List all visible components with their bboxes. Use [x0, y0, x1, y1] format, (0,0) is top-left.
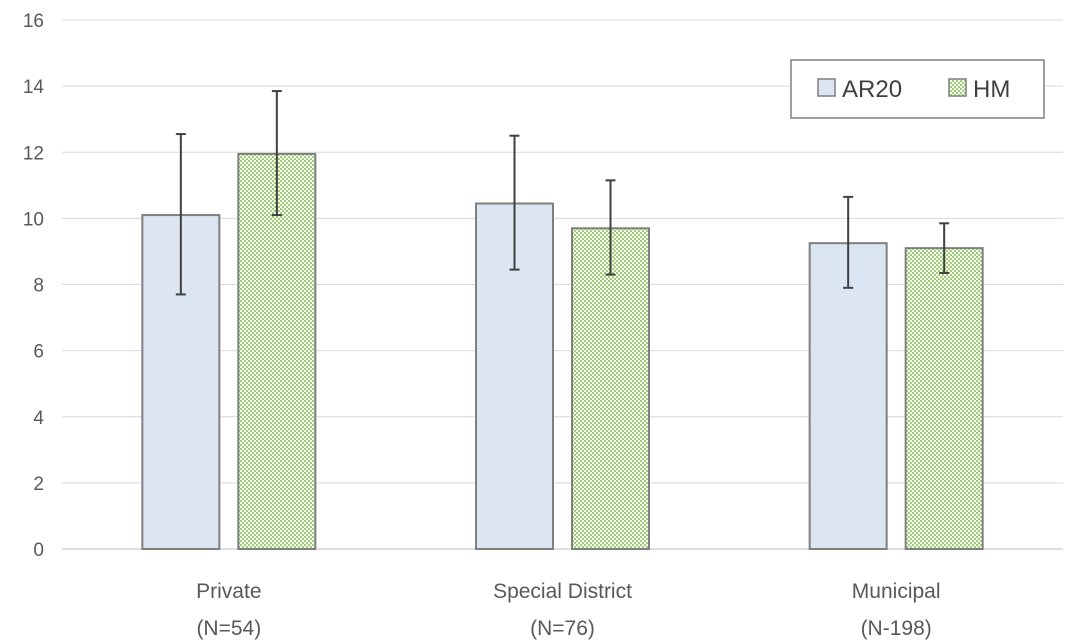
y-axis-ticks: 0 2 4 6 8 10 12 14 16 [23, 11, 45, 561]
y-tick-label: 0 [33, 540, 44, 561]
bar-hm [571, 227, 650, 550]
category-label: Special District [493, 580, 632, 603]
legend-label: AR20 [842, 76, 902, 103]
category-label: (N-198) [861, 617, 932, 640]
category-label: Municipal [852, 580, 941, 603]
legend-swatch-ar20 [817, 78, 836, 97]
bars [141, 152, 984, 550]
bar-hm [904, 247, 984, 550]
y-tick-label: 2 [33, 474, 44, 495]
y-tick-label: 6 [33, 342, 44, 363]
legend: AR20 HM [790, 59, 1045, 119]
bar-ar20 [808, 242, 888, 550]
y-tick-label: 12 [23, 143, 44, 164]
y-tick-label: 14 [23, 77, 45, 98]
category-label: (N=54) [196, 617, 261, 640]
category-labels: Private (N=54) Special District (N=76) Munic… [196, 580, 940, 640]
bar-hm [237, 152, 317, 550]
y-tick-label: 4 [33, 408, 44, 429]
error-bars [175, 90, 950, 296]
grid-lines [62, 19, 1063, 550]
legend-label: HM [973, 76, 1010, 103]
y-tick-label: 16 [23, 11, 44, 32]
category-label: (N=76) [530, 617, 595, 640]
y-tick-label: 10 [23, 209, 44, 230]
legend-swatch-hm [948, 78, 967, 97]
category-label: Private [196, 580, 261, 603]
y-tick-label: 8 [33, 276, 44, 297]
